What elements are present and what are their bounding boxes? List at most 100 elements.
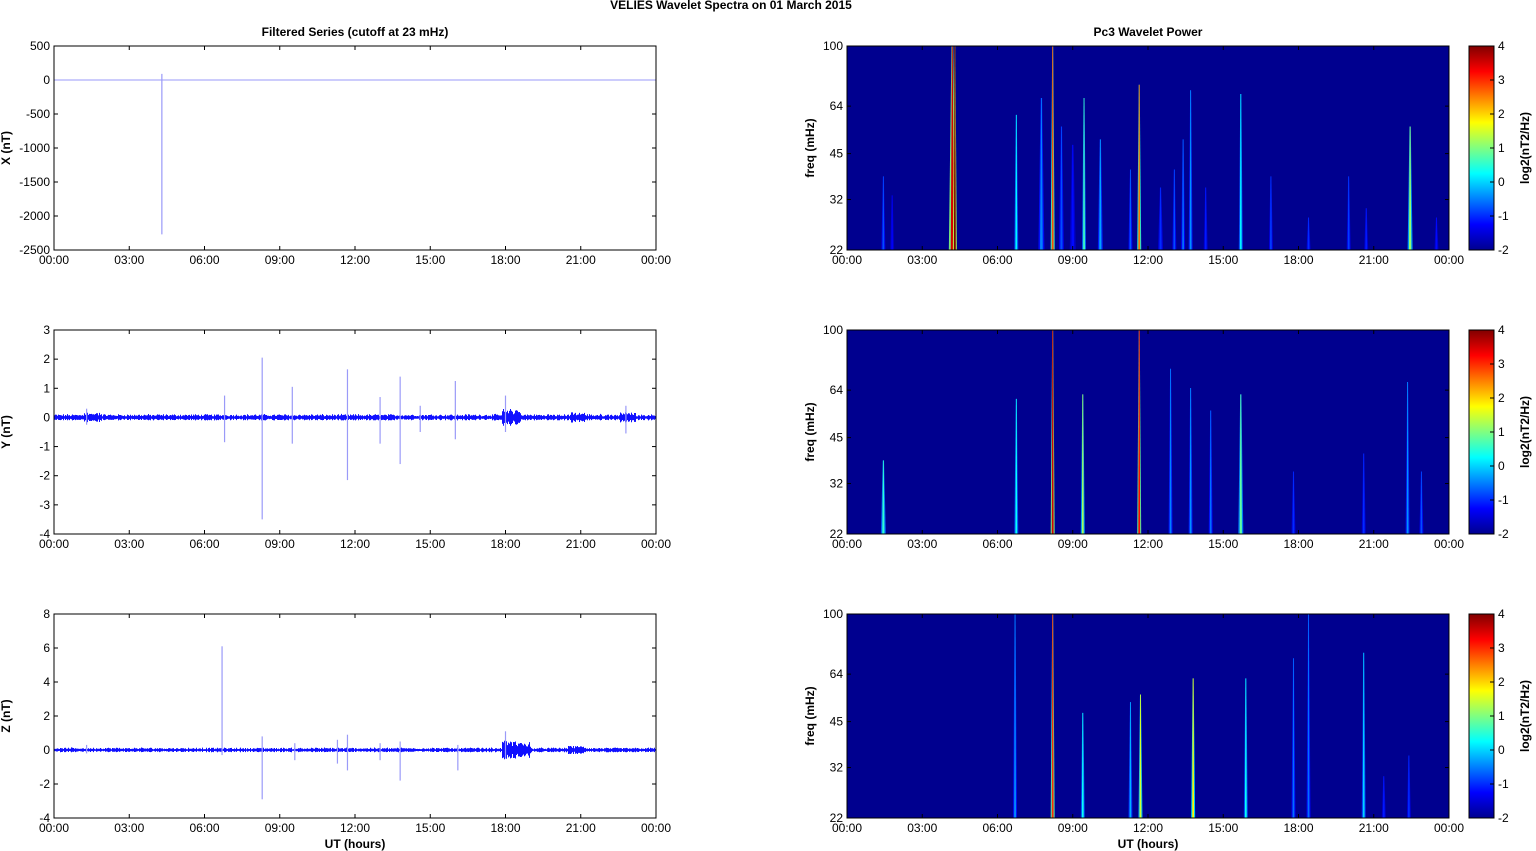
plot-frame: [846, 45, 1450, 251]
y-tick-label: 22: [830, 527, 844, 541]
y-tick-label: 0: [43, 743, 50, 757]
colorbar-tick-label: -1: [1498, 209, 1509, 223]
y-axis-label: freq (mHz): [803, 402, 817, 461]
x-tick-label: 21:00: [1359, 537, 1389, 551]
x-tick-label: 00:00: [39, 253, 69, 267]
y-tick-label: -3: [39, 498, 50, 512]
spectrogram-streak-core: [1435, 217, 1438, 250]
x-tick-label: 18:00: [1283, 537, 1313, 551]
x-tick-label: 21:00: [1359, 253, 1389, 267]
y-tick-label: 22: [830, 811, 844, 825]
x-tick-label: 18:00: [1283, 253, 1313, 267]
x-tick-label: 03:00: [907, 537, 937, 551]
y-tick-label: 0: [43, 73, 50, 87]
y-tick-label: 45: [830, 147, 844, 161]
colorbar: [1468, 613, 1495, 819]
spectrogram-streak-core: [1362, 453, 1365, 534]
colorbar-tick-label: -1: [1498, 493, 1509, 507]
figure-title: VELIES Wavelet Spectra on 01 March 2015: [610, 0, 852, 12]
colorbar-tick-label: 0: [1498, 459, 1505, 473]
colorbar-label: log2(nT2/Hz): [1518, 112, 1532, 184]
x-tick-label: 06:00: [189, 821, 219, 835]
y-tick-label: 1: [43, 381, 50, 395]
y-tick-label: -2000: [19, 209, 50, 223]
spectrogram-streak-core: [1209, 410, 1212, 534]
y-tick-label: 64: [830, 383, 844, 397]
spectrogram-background: [847, 46, 1449, 250]
spectrogram-streak-core: [1189, 90, 1192, 250]
x-tick-label: 00:00: [832, 253, 862, 267]
x-tick-label: 00:00: [641, 537, 671, 551]
y-tick-label: -2500: [19, 243, 50, 257]
y-tick-label: 64: [830, 667, 844, 681]
y-tick-label: 100: [823, 39, 843, 53]
spectrogram-streak-core: [1292, 471, 1295, 534]
spectrogram-streak-core: [1015, 114, 1018, 250]
x-tick-label: 03:00: [114, 253, 144, 267]
spectrogram-streak-core: [1139, 694, 1142, 818]
x-tick-label: 12:00: [340, 253, 370, 267]
spectrogram-streak-core: [1051, 330, 1054, 534]
x-tick-label: 09:00: [265, 821, 295, 835]
colorbar-tick-label: -2: [1498, 811, 1509, 825]
x-tick-label: 15:00: [1208, 537, 1238, 551]
spectrogram-streak-core: [1406, 381, 1409, 534]
series-trace: [54, 79, 656, 81]
x-tick-label: 12:00: [340, 537, 370, 551]
spectrogram-streak-core: [1307, 217, 1310, 250]
y-tick-label: -2: [39, 777, 50, 791]
x-tick-label: 03:00: [907, 821, 937, 835]
spectrogram-streaks: [881, 46, 1439, 250]
y-tick-label: 45: [830, 715, 844, 729]
y-tick-label: 22: [830, 243, 844, 257]
colorbar-tick-label: 4: [1498, 39, 1505, 53]
spectrogram-streak-core: [1129, 702, 1132, 818]
x-tick-label: 00:00: [832, 537, 862, 551]
y-tick-label: -500: [26, 107, 50, 121]
colorbar-tick-label: -2: [1498, 243, 1509, 257]
y-tick-label: 4: [43, 675, 50, 689]
spectrogram-streak-core: [1408, 126, 1412, 250]
x-axis-label: UT (hours): [1118, 837, 1179, 851]
spectrogram-streak-core: [1244, 678, 1247, 818]
x-tick-label: 18:00: [490, 253, 520, 267]
spectrogram-streak-core: [1239, 394, 1242, 534]
spectrogram-streak-core: [1362, 652, 1365, 818]
spectrogram-streaks: [1013, 614, 1411, 818]
x-tick-label: 15:00: [1208, 821, 1238, 835]
plot-area: [54, 46, 656, 250]
plot-frame: [846, 613, 1450, 819]
x-tick-label: 06:00: [189, 537, 219, 551]
plot-frame: [53, 613, 657, 819]
x-tick-label: 06:00: [982, 821, 1012, 835]
x-tick-label: 03:00: [114, 537, 144, 551]
spectrogram-streak-core: [1182, 139, 1185, 250]
colorbar-tick-label: 2: [1498, 391, 1505, 405]
spectrogram-streak-core: [1060, 126, 1063, 250]
spectrogram-streak-core: [1138, 330, 1141, 534]
x-tick-label: 18:00: [490, 821, 520, 835]
spectrogram-streak-core: [1099, 139, 1102, 250]
x-tick-label: 21:00: [1359, 821, 1389, 835]
spectrogram-streak-core: [1051, 614, 1054, 818]
spectrogram-streak-core: [1365, 208, 1368, 250]
colorbar-tick-label: 0: [1498, 743, 1505, 757]
spectrogram-streak-core: [1204, 187, 1207, 250]
x-tick-label: 03:00: [114, 821, 144, 835]
colorbar-tick-label: 3: [1498, 357, 1505, 371]
colorbar-tick-label: 2: [1498, 107, 1505, 121]
y-tick-label: 32: [830, 761, 844, 775]
x-tick-label: 00:00: [1434, 253, 1464, 267]
colorbar-tick-label: 1: [1498, 425, 1505, 439]
y-tick-label: 100: [823, 323, 843, 337]
colorbar-tick-label: 1: [1498, 709, 1505, 723]
x-tick-label: 09:00: [1058, 821, 1088, 835]
colorbar-tick-label: 1: [1498, 141, 1505, 155]
y-tick-label: -1500: [19, 175, 50, 189]
x-tick-label: 12:00: [1133, 253, 1163, 267]
x-tick-label: 21:00: [566, 821, 596, 835]
x-tick-label: 00:00: [39, 537, 69, 551]
x-tick-label: 00:00: [832, 821, 862, 835]
spectrogram-streak-core: [1420, 471, 1423, 534]
y-axis-label: freq (mHz): [803, 686, 817, 745]
